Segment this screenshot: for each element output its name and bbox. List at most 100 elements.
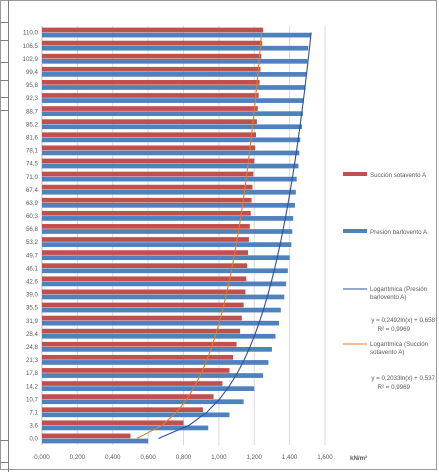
bar-succion bbox=[42, 184, 253, 190]
y-tick-label: 78,1 bbox=[26, 148, 39, 155]
bars bbox=[42, 27, 311, 444]
bar-presion bbox=[42, 438, 149, 444]
legend-label-log-succion-2: sotavento A) bbox=[370, 349, 404, 356]
bar-succion bbox=[42, 289, 246, 295]
r2-succion: R² = 0,9969 bbox=[377, 384, 410, 391]
bar-succion bbox=[42, 53, 262, 59]
bar-presion bbox=[42, 346, 272, 352]
y-tick-label: 39,0 bbox=[26, 292, 39, 299]
strip-row-edge bbox=[0, 62, 9, 63]
trendline-0 bbox=[158, 32, 312, 439]
y-tick-label: 7,1 bbox=[29, 409, 38, 416]
y-tick-label: 106,5 bbox=[23, 43, 39, 50]
bar-presion bbox=[42, 255, 290, 261]
y-tick-label: 102,9 bbox=[23, 56, 39, 63]
x-tick-label: 0,000 bbox=[34, 454, 50, 461]
bar-presion bbox=[42, 72, 307, 77]
y-tick-label: 85,2 bbox=[26, 121, 39, 128]
y-tick-label: 31,9 bbox=[26, 318, 39, 325]
bar-presion bbox=[42, 32, 311, 38]
svg-text:Logarítmica (Presión bar: Logarítmica (Presión barlovento A) bbox=[370, 286, 429, 301]
legend-label-log-presion-2: barlovento A) bbox=[370, 294, 406, 301]
legend: Succión sotavento A Presión barlovento A… bbox=[343, 172, 436, 391]
r2-presion: R² = 0,9969 bbox=[377, 326, 410, 333]
y-tick-label: 63,9 bbox=[26, 200, 39, 207]
bar-succion bbox=[42, 381, 223, 386]
bar-succion bbox=[42, 250, 249, 255]
y-tick-label: 17,8 bbox=[26, 370, 39, 377]
bar-succion bbox=[42, 93, 259, 98]
bar-presion bbox=[42, 307, 281, 313]
bar-presion bbox=[42, 360, 269, 365]
y-tick-label: 92,3 bbox=[26, 95, 39, 102]
y-tick-label: 3,6 bbox=[29, 423, 38, 430]
y-tick-label: 49,7 bbox=[26, 252, 39, 259]
x-tick-label: 1,600 bbox=[317, 454, 333, 461]
bar-presion bbox=[42, 85, 306, 90]
bar-succion bbox=[42, 315, 242, 321]
y-tick-labels: 0,0 3,6 7,1 10,7 14,2 17,8 21,3 24,8 28,4 31,9 35,… bbox=[23, 30, 39, 443]
strip-row-edge bbox=[0, 22, 9, 23]
bar-presion bbox=[42, 229, 293, 234]
bar-presion bbox=[42, 399, 244, 405]
bar-presion bbox=[42, 268, 288, 274]
x-tick-label: 0,800 bbox=[176, 454, 192, 461]
bar-presion bbox=[42, 45, 309, 51]
legend-label-succion: Succión sotavento A bbox=[370, 172, 427, 179]
bar-succion bbox=[42, 171, 254, 177]
x-tick-label: 0,600 bbox=[140, 454, 156, 461]
bar-presion bbox=[42, 202, 295, 208]
bar-succion bbox=[42, 132, 257, 138]
bar-presion bbox=[42, 386, 255, 391]
bar-presion bbox=[42, 150, 300, 156]
bar-succion bbox=[42, 407, 203, 413]
x-tick-label: 0,200 bbox=[70, 454, 86, 461]
bar-succion bbox=[42, 237, 249, 242]
legend-label-log-succion-1: Logarítmica (Succión bbox=[370, 341, 429, 348]
legend-label-log-presion-1: Logarítmica (Presión bbox=[370, 286, 428, 293]
y-tick-label: 56,8 bbox=[26, 226, 39, 233]
bar-presion bbox=[42, 216, 294, 221]
bar-succion bbox=[42, 210, 251, 216]
bar-succion bbox=[42, 368, 230, 373]
bar-presion bbox=[42, 58, 308, 64]
bar-succion bbox=[42, 80, 260, 85]
bar-succion bbox=[42, 106, 258, 111]
y-tick-label: 81,6 bbox=[26, 134, 39, 141]
bar-presion bbox=[42, 412, 230, 418]
y-tick-label: 14,2 bbox=[26, 383, 39, 390]
bar-succion bbox=[42, 302, 244, 308]
bar-presion bbox=[42, 176, 297, 182]
y-tick-label: 67,4 bbox=[26, 187, 39, 194]
bar-presion bbox=[42, 425, 209, 431]
bar-presion bbox=[42, 242, 292, 247]
legend-label-presion: Presión barlovento A bbox=[370, 229, 428, 236]
bar-presion bbox=[42, 111, 303, 117]
y-tick-label: 60,3 bbox=[26, 213, 39, 220]
strip-row-edge bbox=[0, 462, 9, 463]
y-tick-label: 95,8 bbox=[26, 82, 39, 89]
bar-succion bbox=[42, 27, 264, 33]
bar-succion bbox=[42, 341, 237, 347]
bar-succion bbox=[42, 40, 263, 46]
strip-row-edge bbox=[0, 80, 9, 81]
y-tick-label: 53,2 bbox=[26, 239, 39, 246]
bar-succion bbox=[42, 394, 214, 399]
bar-presion bbox=[42, 294, 285, 300]
bar-presion bbox=[42, 163, 299, 169]
equation-succion: y = 0,2033ln(x) + 0,537 bbox=[371, 375, 435, 382]
y-tick-label: 28,4 bbox=[26, 331, 39, 338]
bar-succion bbox=[42, 263, 248, 269]
y-tick-label: 46,1 bbox=[26, 265, 39, 272]
x-tick-label: 1,200 bbox=[247, 454, 263, 461]
bar-succion bbox=[42, 66, 261, 72]
spreadsheet-edge bbox=[0, 0, 9, 472]
y-tick-label: 0,0 bbox=[29, 436, 38, 443]
equation-presion: y = 0,2492ln(x) + 0,658 bbox=[371, 317, 435, 324]
y-tick-label: 74,5 bbox=[26, 161, 39, 168]
y-tick-label: 99,4 bbox=[26, 69, 39, 76]
bar-succion bbox=[42, 354, 234, 360]
bar-presion bbox=[42, 333, 276, 339]
bar-presion bbox=[42, 320, 280, 326]
